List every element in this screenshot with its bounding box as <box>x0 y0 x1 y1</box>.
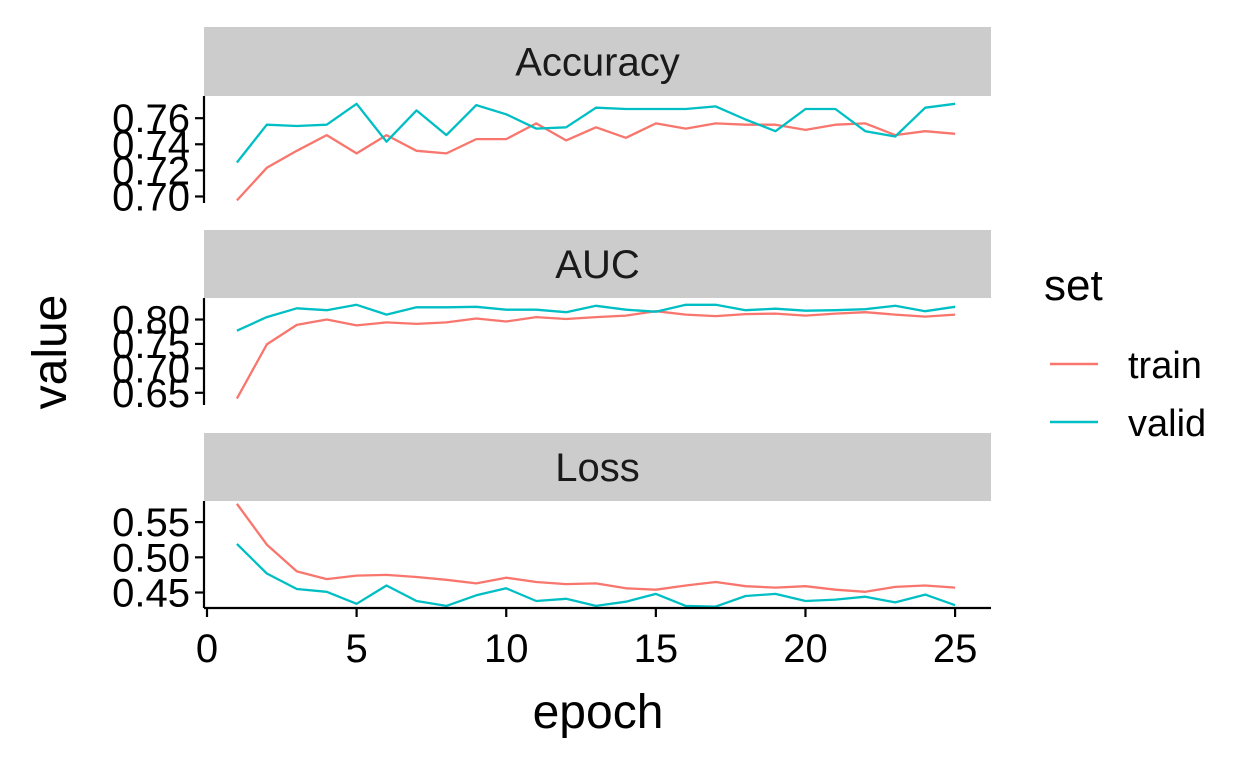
series-line-train <box>235 503 956 593</box>
facet-strip-label: Accuracy <box>515 41 680 85</box>
y-tick-label: 0.65 <box>112 372 190 416</box>
y-axis-title: value <box>24 295 77 410</box>
y-tick-label: 0.50 <box>112 536 190 580</box>
series-line-valid <box>236 543 956 608</box>
y-tick-label: 0.72 <box>112 149 190 193</box>
legend-title: set <box>1044 261 1103 310</box>
facet-panels: Accuracy0.700.720.740.76AUC0.650.700.750… <box>112 27 991 616</box>
x-tick-label: 15 <box>634 627 679 671</box>
x-tick-label: 5 <box>345 627 367 671</box>
series-line-train <box>235 310 956 400</box>
y-tick-label: 0.70 <box>112 347 190 391</box>
series-line-valid <box>236 303 956 332</box>
facet-panel-loss: Loss 0.450.500.55 <box>112 433 991 616</box>
y-tick-label: 0.70 <box>112 175 190 219</box>
facet-strip <box>204 433 991 501</box>
facet-strip-label: Loss <box>555 446 640 490</box>
y-tick-label: 0.75 <box>112 323 190 367</box>
series-line-valid <box>235 102 956 164</box>
facet-panel-auc: AUC 0.650.700.750.80 <box>112 230 991 416</box>
y-tick-label: 0.76 <box>112 97 190 141</box>
y-tick-label: 0.80 <box>112 298 190 342</box>
x-tick-label: 20 <box>783 627 828 671</box>
legend-label-train: train <box>1128 345 1202 387</box>
x-axis-title: epoch <box>533 686 664 739</box>
facet-strip <box>204 230 991 298</box>
y-tick-label: 0.55 <box>112 501 190 545</box>
facet-strip-label: AUC <box>555 243 639 287</box>
y-tick-label: 0.45 <box>112 572 190 616</box>
x-tick-label: 0 <box>196 627 218 671</box>
facet-strip <box>204 27 991 96</box>
y-tick-label: 0.74 <box>112 123 190 167</box>
facet-panel-accuracy: Accuracy 0.700.720.740.76 <box>112 27 991 219</box>
x-tick-label: 25 <box>933 627 978 671</box>
series-line-train <box>236 122 956 202</box>
x-tick-label: 10 <box>484 627 529 671</box>
legend-label-valid: valid <box>1128 403 1206 445</box>
legend: set train valid <box>1044 261 1206 445</box>
x-axis: 0 5 10 15 20 25 <box>196 606 991 671</box>
